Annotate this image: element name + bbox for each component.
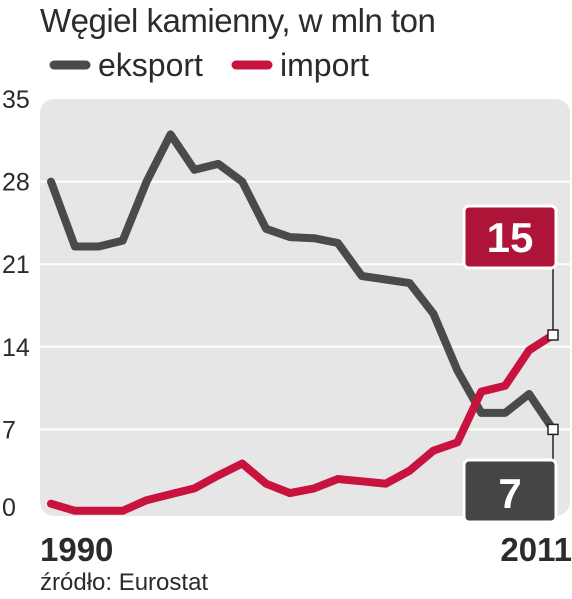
y-axis-ticks: 0 7 14 21 28 35 — [2, 86, 30, 522]
y-tick-label-0: 0 — [2, 494, 16, 522]
legend: eksport import — [49, 47, 369, 83]
x-tick-label-2011: 2011 — [500, 531, 572, 568]
y-tick-label-35: 35 — [2, 86, 30, 114]
x-tick-label-1990: 1990 — [40, 531, 113, 568]
endpoint-marker-export — [547, 423, 559, 436]
gridlines — [40, 180, 570, 431]
callout-box-export — [462, 458, 558, 524]
endpoint-marker-import — [547, 329, 559, 341]
source-note: źródło: Eurostat — [40, 569, 208, 596]
legend-label-eksport: eksport — [98, 47, 203, 83]
callout-label-export: 7 — [498, 470, 521, 517]
callout-box-import — [462, 204, 558, 270]
y-tick-label-14: 14 — [2, 334, 30, 362]
y-tick-label-28: 28 — [2, 169, 30, 197]
callout-label-import: 15 — [487, 214, 534, 261]
series-lines — [47, 130, 557, 515]
series-line-import — [47, 331, 557, 515]
series-line-eksport — [47, 130, 557, 434]
callouts: 15 7 — [462, 204, 559, 524]
chart-title: Węgiel kamienny, w mln ton — [40, 2, 435, 39]
plot-background — [40, 99, 570, 516]
legend-label-import: import — [280, 47, 369, 83]
y-tick-label-21: 21 — [2, 251, 30, 279]
y-tick-label-7: 7 — [2, 416, 16, 444]
